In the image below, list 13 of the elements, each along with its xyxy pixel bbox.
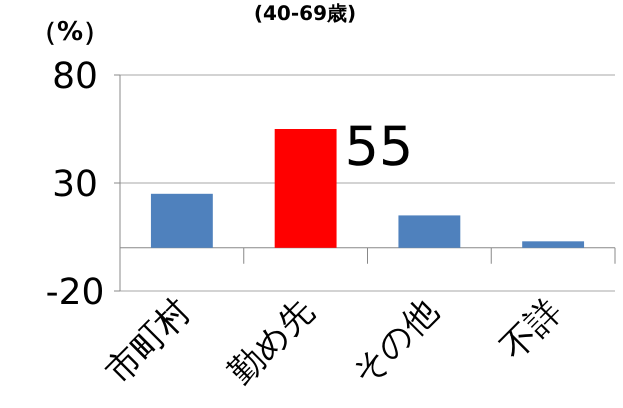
x-tick-label: 勤め先 <box>220 291 322 392</box>
chart-title: (40-69歳) <box>254 1 356 25</box>
bar <box>274 129 337 248</box>
bar <box>398 215 460 248</box>
bar <box>150 194 213 248</box>
y-axis-title: （%） <box>30 17 110 47</box>
data-label: 55 <box>344 115 414 178</box>
x-tick-label: 不詳 <box>493 291 570 368</box>
y-tick-label: 30 <box>52 164 98 205</box>
y-tick-label: 80 <box>52 56 98 97</box>
x-tick-label: その他 <box>344 291 446 393</box>
bar <box>522 241 584 248</box>
y-tick-label: -20 <box>46 272 104 313</box>
